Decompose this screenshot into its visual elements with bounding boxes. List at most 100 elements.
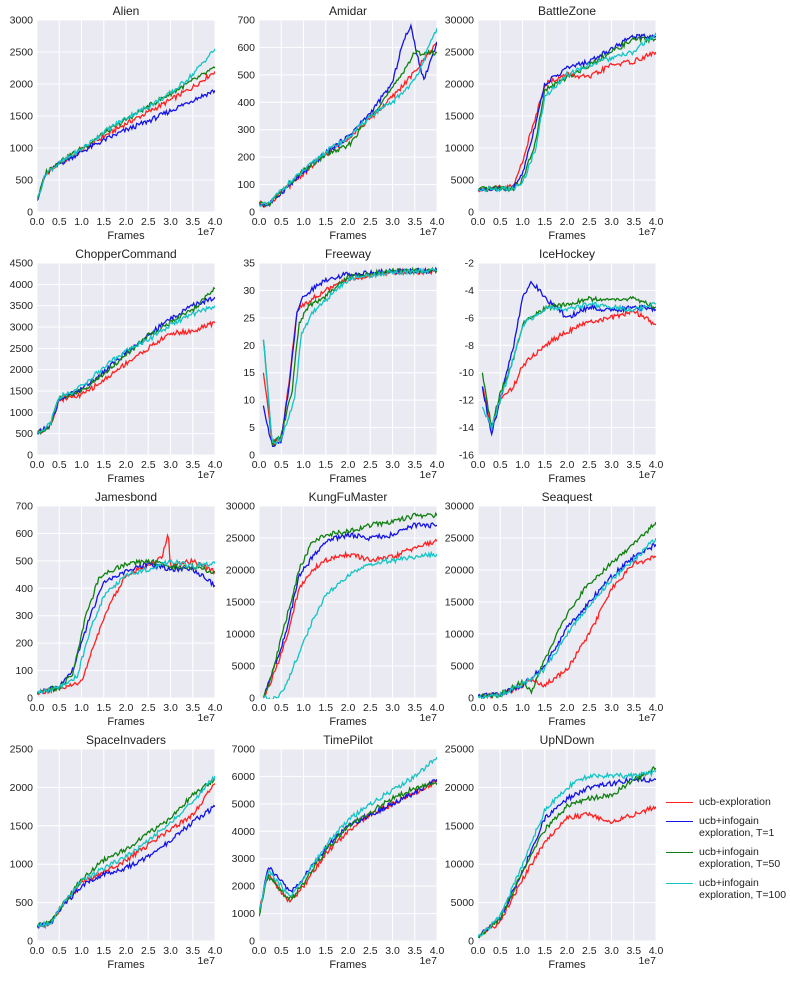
- x-tick-label: 4.0: [649, 216, 664, 228]
- x-tick-label: 3.5: [185, 945, 200, 957]
- series-line: [37, 558, 215, 696]
- y-tick-label: 5000: [451, 661, 475, 673]
- x-axis-multiplier: 1e7: [638, 226, 656, 238]
- x-axis-label: Frames: [107, 230, 145, 242]
- x-tick-label: 1.0: [296, 945, 311, 957]
- y-tick-label: 1000: [232, 908, 256, 920]
- subplot-battlezone: 0.0 0.5 1.0 1.5 2.0 2.5 3.0 3.5 4.0 0 5000 10000 150…: [445, 4, 664, 242]
- x-tick-label: 3.5: [626, 702, 641, 714]
- y-tick-label: 200: [15, 638, 33, 650]
- subplot-title: UpNDown: [540, 733, 595, 747]
- y-tick-label: 2000: [10, 782, 34, 794]
- x-tick-label: 0.5: [52, 459, 67, 471]
- subplot-amidar: 0.0 0.5 1.0 1.5 2.0 2.5 3.0 3.5 4.0 0 100 200 300 400…: [237, 4, 444, 242]
- legend-item-t1: ucb+infogain exploration, T=1: [664, 815, 788, 840]
- x-tick-label: 1.5: [318, 459, 333, 471]
- y-tick-label: 1000: [10, 859, 34, 871]
- x-tick-label: 3.5: [185, 459, 200, 471]
- x-tick-label: 2.5: [582, 945, 597, 957]
- x-tick-label: 1.5: [96, 459, 111, 471]
- x-axis-multiplier: 1e7: [419, 226, 437, 238]
- x-tick-label: 0.5: [274, 702, 289, 714]
- x-tick-label: 3.0: [604, 459, 619, 471]
- series-line: [478, 35, 656, 193]
- x-tick-label: 2.0: [119, 702, 134, 714]
- series-line: [37, 775, 215, 929]
- y-tick-label: 600: [15, 528, 33, 540]
- y-tick-label: 15000: [226, 597, 255, 609]
- y-tick-label: 500: [15, 897, 33, 909]
- x-tick-label: 0.0: [471, 945, 486, 957]
- y-tick-label: -12: [459, 395, 474, 407]
- x-tick-label: 2.5: [363, 459, 378, 471]
- x-tick-label: 0.5: [493, 702, 508, 714]
- y-tick-label: 20: [243, 340, 255, 352]
- x-tick-label: 2.0: [341, 945, 356, 957]
- y-tick-label: 7000: [232, 744, 256, 756]
- x-tick-label: 1.5: [537, 945, 552, 957]
- x-tick-label: 1.0: [515, 702, 530, 714]
- legend-label: ucb+infogain exploration, T=50: [699, 845, 781, 871]
- x-axis-multiplier: 1e7: [419, 469, 437, 481]
- x-tick-label: 2.5: [141, 216, 156, 228]
- y-tick-label: 10000: [445, 143, 474, 155]
- x-tick-label: 4.0: [208, 459, 223, 471]
- y-tick-label: 15: [243, 367, 255, 379]
- y-tick-label: 5000: [232, 661, 256, 673]
- subplot-title: BattleZone: [538, 4, 596, 18]
- x-tick-label: 3.5: [626, 459, 641, 471]
- x-tick-label: 2.5: [141, 702, 156, 714]
- series-line: [481, 280, 656, 437]
- subplot-jamesbond: 0.0 0.5 1.0 1.5 2.0 2.5 3.0 3.5 4.0 0 100 200 300 400…: [15, 490, 222, 728]
- x-tick-label: 2.5: [582, 702, 597, 714]
- x-tick-label: 0.0: [471, 459, 486, 471]
- y-tick-label: -14: [459, 422, 474, 434]
- y-tick-label: 30: [243, 285, 255, 297]
- x-tick-label: 2.5: [582, 216, 597, 228]
- y-tick-label: 500: [15, 175, 33, 187]
- series-line: [37, 286, 215, 436]
- y-tick-label: 25000: [445, 744, 474, 756]
- series-line: [259, 756, 437, 914]
- series-line: [481, 301, 656, 432]
- subplot-choppercommand: 0.0 0.5 1.0 1.5 2.0 2.5 3.0 3.5 4.0 0 500 1000 1500 2…: [10, 247, 223, 485]
- series-line: [478, 537, 656, 699]
- x-axis-label: Frames: [548, 473, 586, 485]
- x-tick-label: 2.0: [341, 459, 356, 471]
- y-tick-label: 25000: [445, 47, 474, 59]
- x-tick-label: 0.0: [30, 945, 45, 957]
- x-tick-label: 0.5: [274, 945, 289, 957]
- y-tick-label: 3000: [232, 853, 256, 865]
- y-tick-label: 5000: [451, 897, 475, 909]
- y-tick-label: 400: [237, 97, 255, 109]
- y-tick-label: -4: [465, 285, 474, 297]
- x-tick-label: 0.5: [274, 216, 289, 228]
- subplot-title: Freeway: [325, 247, 371, 261]
- x-tick-label: 2.5: [363, 702, 378, 714]
- x-tick-label: 4.0: [649, 459, 664, 471]
- x-tick-label: 1.0: [74, 216, 89, 228]
- x-tick-label: 0.0: [30, 216, 45, 228]
- x-tick-label: 0.0: [252, 945, 267, 957]
- y-tick-label: 2000: [10, 79, 34, 91]
- y-tick-label: 20000: [445, 782, 474, 794]
- x-tick-label: 2.0: [341, 216, 356, 228]
- subplot-title: Amidar: [329, 4, 367, 18]
- x-tick-label: 4.0: [208, 216, 223, 228]
- x-axis-label: Frames: [329, 716, 367, 728]
- y-tick-label: 20000: [445, 79, 474, 91]
- x-tick-label: 2.5: [363, 216, 378, 228]
- y-tick-label: 5: [249, 422, 255, 434]
- series-line: [37, 70, 215, 201]
- x-tick-label: 3.5: [185, 216, 200, 228]
- y-tick-label: 500: [15, 428, 33, 440]
- series-line: [37, 804, 215, 930]
- y-tick-label: 10: [243, 395, 255, 407]
- x-tick-label: 3.0: [163, 216, 178, 228]
- x-tick-label: 0.0: [30, 702, 45, 714]
- y-tick-label: 2500: [10, 343, 34, 355]
- series-line: [262, 511, 437, 699]
- y-tick-label: 1000: [10, 407, 34, 419]
- x-tick-label: 1.5: [318, 945, 333, 957]
- x-tick-label: 2.5: [363, 945, 378, 957]
